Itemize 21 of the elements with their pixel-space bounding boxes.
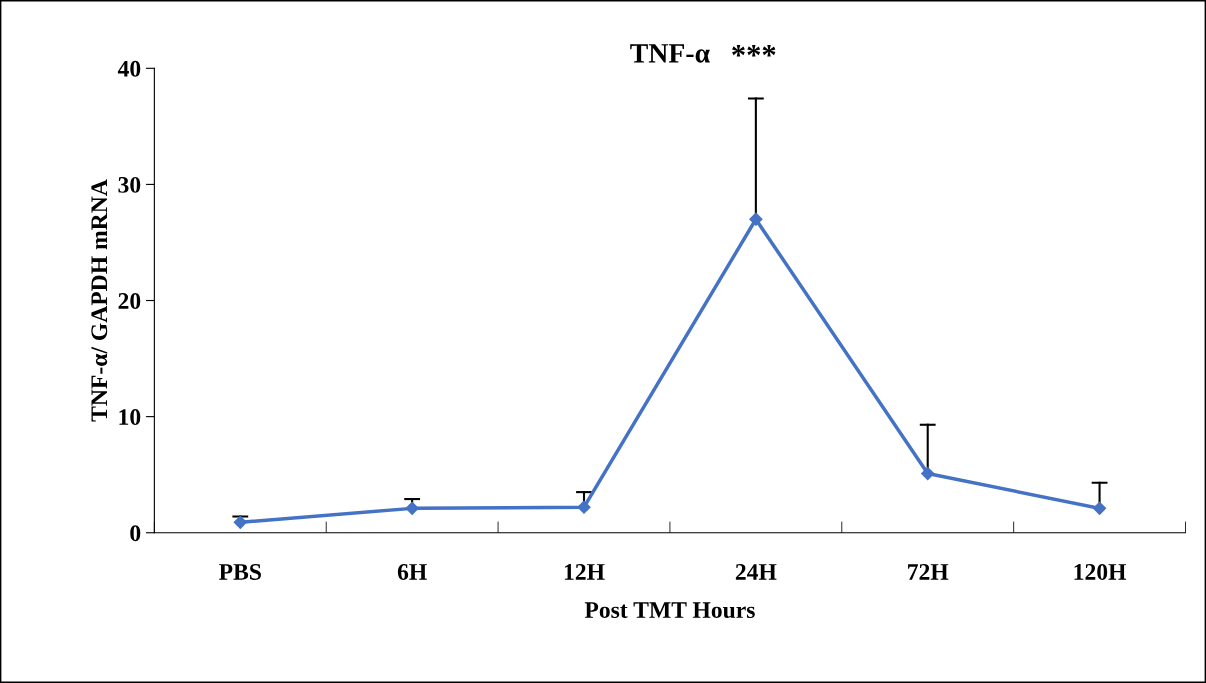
text: *** (732, 45, 776, 57)
point (577, 500, 591, 514)
x-axis-title: Post TMT Hours (584, 602, 755, 619)
y-tick-label: 20 (118, 293, 141, 309)
point (405, 501, 419, 515)
x-tick-label: PBS (219, 564, 261, 580)
y-tick-label: 30 (118, 176, 141, 193)
y-axis-title: TNF-α/ GAPDH mRNA (91, 179, 108, 422)
x-tick-label: 24H (735, 564, 777, 580)
chart-title: TNF-α (630, 44, 710, 63)
point (233, 515, 247, 529)
y-tick-label: 40 (117, 60, 141, 77)
x-tick-label: 12H (564, 564, 605, 580)
point (749, 212, 763, 226)
point (921, 466, 935, 481)
y-tick-label: 0 (130, 525, 141, 542)
point (1092, 501, 1107, 515)
x-tick-label: 6H (397, 564, 427, 580)
x-tick-label: 120H (1074, 563, 1127, 580)
x-tick-label: 72H (908, 564, 949, 580)
y-tick-label: 10 (119, 409, 141, 426)
